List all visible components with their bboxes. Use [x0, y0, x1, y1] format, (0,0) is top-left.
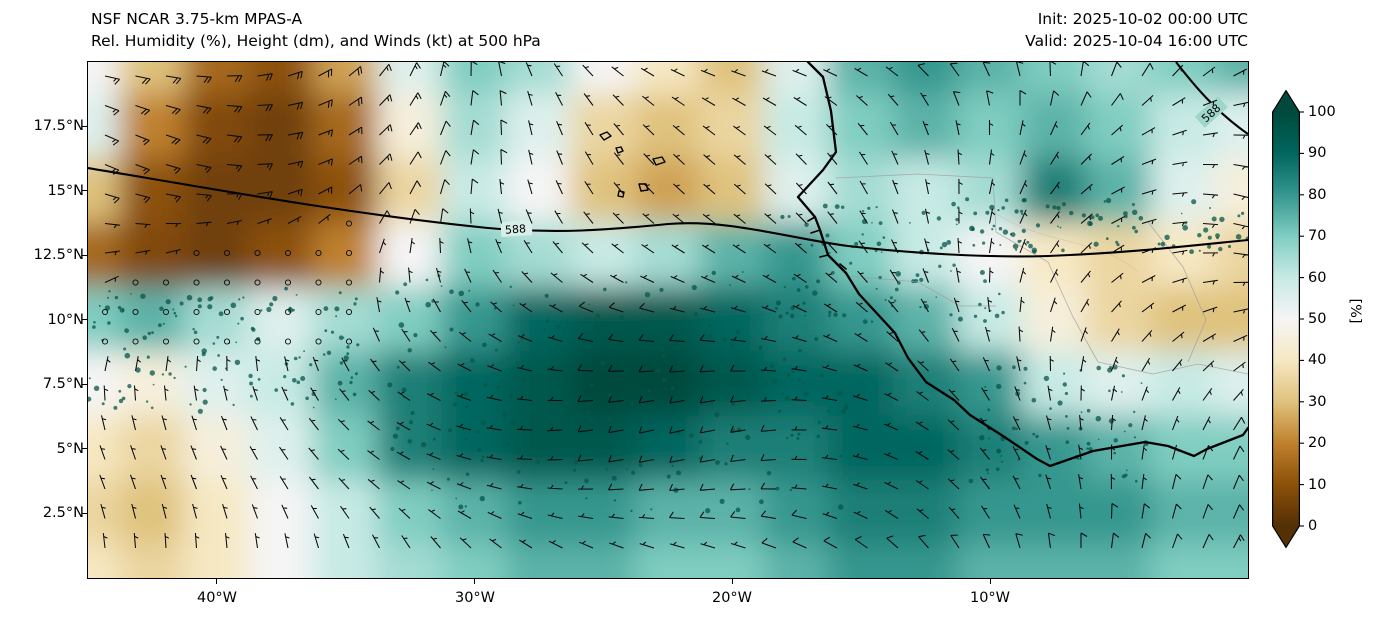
- contour-label-bg: [1194, 96, 1228, 128]
- x-axis-tick-label: 40°W: [196, 590, 238, 606]
- init-time: Init: 2025-10-02 00:00 UTC: [1037, 10, 1248, 28]
- x-axis-tick-label: 10°W: [969, 590, 1011, 606]
- x-axis-tick-mark: [216, 579, 218, 584]
- x-axis-tick-label: 20°W: [711, 590, 753, 606]
- y-axis-tick-label: 12.5°N: [33, 247, 84, 263]
- contour-588-main: [88, 166, 1248, 258]
- convective-speckles: [88, 197, 1248, 514]
- y-axis-tick-mark: [82, 319, 87, 321]
- map-panel: 588 588: [87, 61, 1249, 579]
- model-title: NSF NCAR 3.75-km MPAS-A: [91, 10, 303, 28]
- contour-label-bg: [500, 219, 533, 238]
- colorbar-tick-label: 70: [1308, 228, 1327, 245]
- calm-wind-circles: [101, 220, 353, 345]
- y-axis-tick-mark: [82, 384, 87, 386]
- colorbar-tick-label: 10: [1308, 476, 1327, 493]
- colorbar-units-label: [%]: [1347, 298, 1363, 324]
- valid-time: Valid: 2025-10-04 16:00 UTC: [1025, 32, 1248, 50]
- colorbar-tick-label: 20: [1308, 435, 1327, 452]
- x-axis-tick-mark: [474, 579, 476, 584]
- colorbar-gradient: [1272, 112, 1300, 526]
- x-axis-tick-label: 30°W: [454, 590, 496, 606]
- contour-588-corner: [1175, 62, 1248, 135]
- wind-barbs: [99, 62, 1248, 549]
- y-axis-tick-mark: [82, 126, 87, 128]
- y-axis-tick-label: 10°N: [47, 312, 84, 328]
- y-axis-tick-label: 15°N: [47, 183, 84, 199]
- colorbar-tick-label: 90: [1308, 145, 1327, 162]
- y-axis-tick-mark: [82, 448, 87, 450]
- colorbar-extend-bottom: [1272, 526, 1300, 548]
- colorbar-tick-label: 100: [1308, 104, 1336, 120]
- colorbar-tick-label: 50: [1308, 311, 1327, 327]
- y-axis-tick-mark: [82, 255, 87, 257]
- colorbar-tick-label: 30: [1308, 393, 1327, 410]
- colorbar-tick-label: 40: [1308, 352, 1327, 369]
- colorbar: [1272, 90, 1304, 549]
- colorbar-tick-label: 0: [1308, 518, 1318, 534]
- y-axis-tick-label: 2.5°N: [42, 505, 84, 521]
- y-axis-tick-label: 17.5°N: [33, 118, 84, 134]
- humidity-height-wind-map: 588 588: [88, 62, 1248, 578]
- x-axis-tick-mark: [732, 579, 734, 584]
- colorbar-ticks: [1299, 111, 1304, 527]
- plot-title: Rel. Humidity (%), Height (dm), and Wind…: [91, 32, 541, 50]
- colorbar-tick-label: 80: [1308, 186, 1327, 203]
- y-axis-tick-mark: [82, 513, 87, 515]
- colorbar-tick-label: 60: [1308, 269, 1327, 286]
- contour-label-588: 588: [505, 222, 527, 236]
- y-axis-tick-label: 7.5°N: [42, 376, 84, 392]
- y-axis-tick-mark: [82, 190, 87, 192]
- colorbar-extend-top: [1272, 90, 1300, 112]
- y-axis-tick-label: 5°N: [56, 441, 84, 457]
- x-axis-tick-mark: [990, 579, 992, 584]
- coastline-west-africa: [796, 62, 1248, 468]
